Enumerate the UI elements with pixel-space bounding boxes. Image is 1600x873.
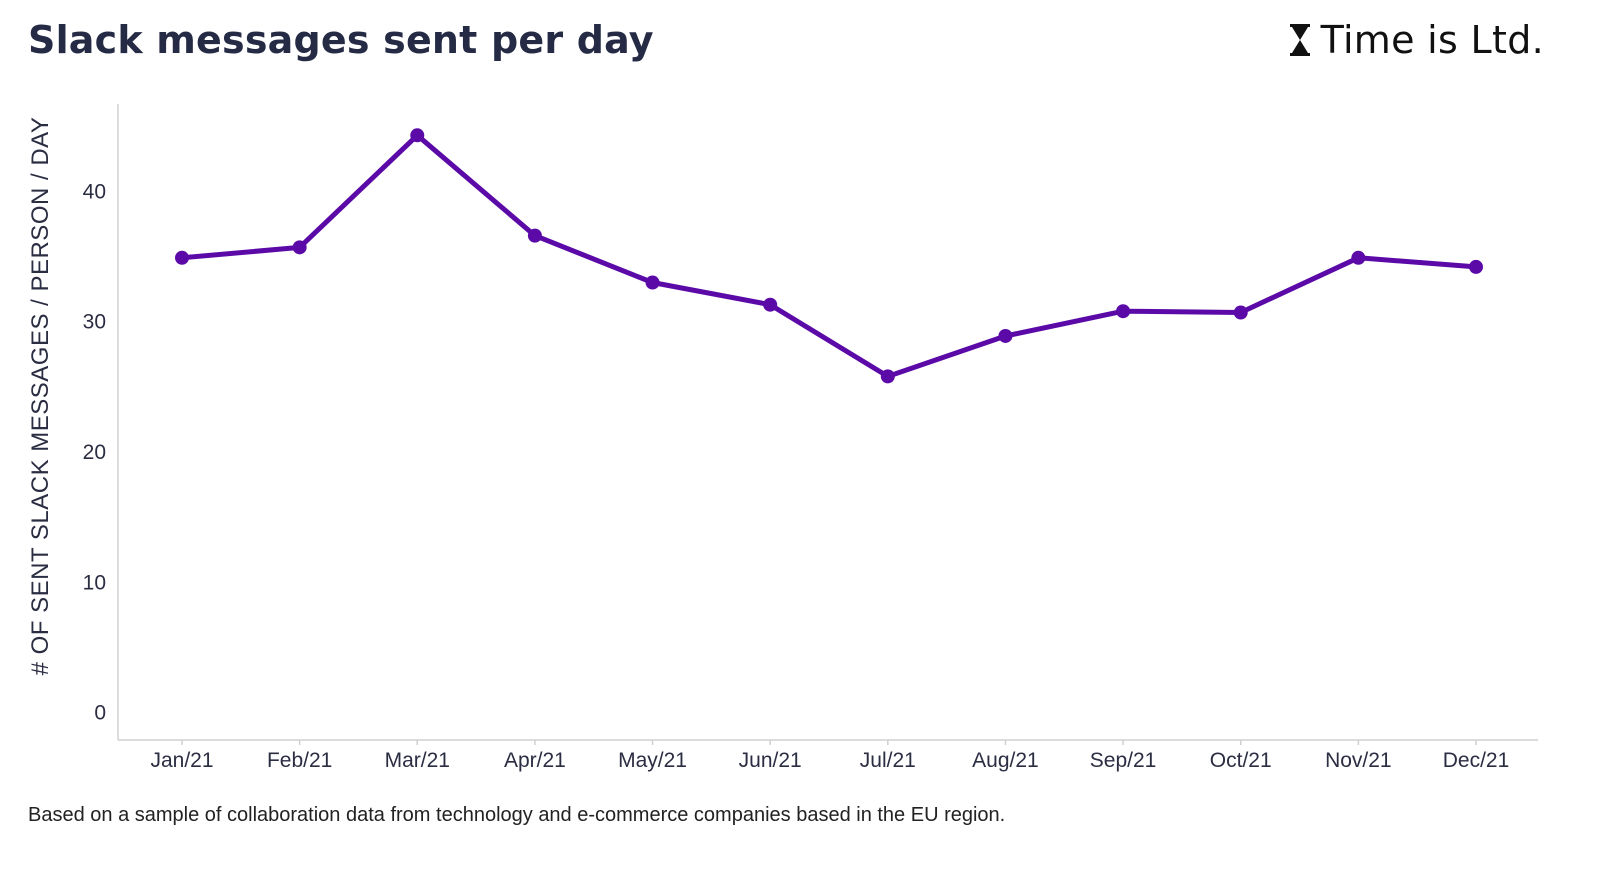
- x-tick-label: Sep/21: [1090, 749, 1157, 772]
- x-tick-label: Jul/21: [860, 749, 916, 772]
- data-point: [763, 297, 778, 312]
- y-tick-label: 0: [94, 702, 106, 725]
- y-axis-title: # OF SENT SLACK MESSAGES / PERSON / DAY: [27, 117, 54, 676]
- series-points: [175, 128, 1483, 384]
- x-tick-label: Jun/21: [739, 749, 802, 772]
- logo-text: Time is Ltd.: [1320, 18, 1544, 62]
- y-tick-label: 40: [83, 180, 106, 203]
- hourglass-icon: [1289, 24, 1310, 56]
- x-tick-label: May/21: [618, 749, 687, 772]
- data-point: [292, 240, 307, 255]
- data-point: [410, 128, 425, 143]
- x-tick-label: Mar/21: [385, 749, 450, 772]
- data-point: [880, 369, 895, 384]
- x-tick-label: Jan/21: [150, 749, 213, 772]
- data-point: [645, 275, 660, 290]
- x-tick-label: Nov/21: [1325, 749, 1392, 772]
- data-point: [1469, 259, 1483, 274]
- x-tick-label: Oct/21: [1210, 749, 1272, 772]
- brand-logo: Time is Ltd.: [1289, 18, 1544, 62]
- data-point: [1116, 304, 1131, 319]
- y-tick-label: 10: [83, 571, 106, 594]
- y-axis-ticks: 0 10 20 30 40: [83, 180, 106, 724]
- data-point: [998, 328, 1013, 343]
- x-tick-label: Dec/21: [1443, 749, 1510, 772]
- data-point: [1233, 305, 1248, 320]
- x-tick-label: Apr/21: [504, 749, 566, 772]
- data-point: [1351, 250, 1366, 265]
- data-point: [527, 228, 542, 243]
- x-axis-ticks: Jan/21 Feb/21 Mar/21 Apr/21 May/21 Jun/21 Jul/…: [150, 740, 1509, 772]
- x-tick-label: Aug/21: [972, 749, 1039, 772]
- data-point: [175, 250, 189, 265]
- footnote: Based on a sample of collaboration data …: [28, 804, 1006, 826]
- line-chart: 0 10 20 30 40 Jan/21 Feb/21 Mar/21 Apr/21 May/21…: [27, 104, 1538, 772]
- chart-title: Slack messages sent per day: [28, 18, 654, 62]
- y-tick-label: 30: [83, 311, 106, 334]
- y-tick-label: 20: [83, 441, 106, 464]
- x-tick-label: Feb/21: [267, 749, 332, 772]
- series-line: [179, 132, 1479, 379]
